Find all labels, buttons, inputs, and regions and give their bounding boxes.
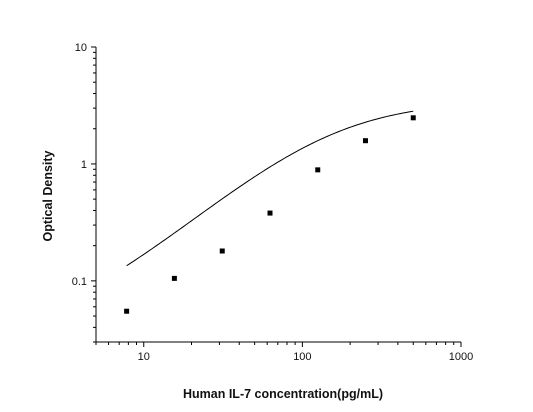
y-axis-title: Optical Density xyxy=(41,150,55,241)
x-tick-label: 100 xyxy=(293,351,311,363)
x-tick-label: 10 xyxy=(138,351,150,363)
y-tick-label: 1 xyxy=(81,159,87,171)
data-point xyxy=(315,167,321,173)
data-point xyxy=(410,115,416,121)
data-point xyxy=(362,138,368,144)
data-point xyxy=(124,308,130,314)
y-tick-label: 0.1 xyxy=(72,276,87,288)
data-points xyxy=(124,115,416,314)
y-tick-label: 10 xyxy=(75,42,87,54)
x-tick-label: 1000 xyxy=(449,351,473,363)
data-point xyxy=(267,210,273,216)
x-axis-title: Human IL-7 concentration(pg/mL) xyxy=(183,387,383,401)
x-axis: 10 100 1000 xyxy=(95,341,473,363)
data-point xyxy=(171,275,177,281)
fit-curve xyxy=(126,110,414,267)
data-point xyxy=(219,248,225,254)
y-axis: 0.1 1 10 xyxy=(72,42,97,343)
